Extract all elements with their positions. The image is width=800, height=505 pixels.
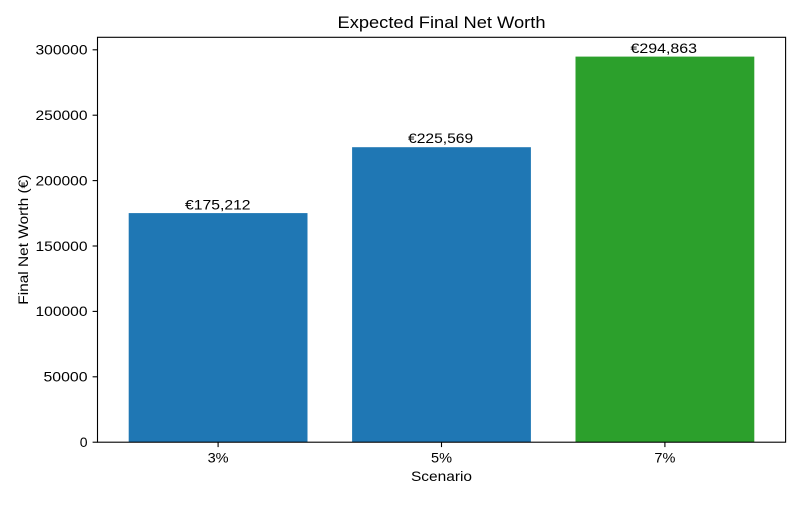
svg-text:200000: 200000 bbox=[36, 172, 88, 188]
svg-text:Expected Final Net Worth: Expected Final Net Worth bbox=[338, 13, 546, 32]
svg-text:50000: 50000 bbox=[44, 369, 88, 385]
svg-text:€294,863: €294,863 bbox=[631, 40, 698, 56]
svg-text:0: 0 bbox=[80, 434, 88, 450]
svg-text:100000: 100000 bbox=[36, 303, 88, 319]
svg-text:Final Net Worth (€): Final Net Worth (€) bbox=[15, 175, 31, 305]
svg-text:250000: 250000 bbox=[36, 107, 88, 123]
svg-text:150000: 150000 bbox=[36, 238, 88, 254]
svg-text:Scenario: Scenario bbox=[411, 468, 472, 484]
svg-text:300000: 300000 bbox=[36, 42, 88, 58]
svg-text:5%: 5% bbox=[431, 449, 452, 465]
svg-text:€175,212: €175,212 bbox=[185, 197, 251, 213]
svg-text:7%: 7% bbox=[654, 449, 675, 465]
svg-text:€225,569: €225,569 bbox=[408, 130, 473, 146]
svg-text:3%: 3% bbox=[208, 449, 229, 465]
